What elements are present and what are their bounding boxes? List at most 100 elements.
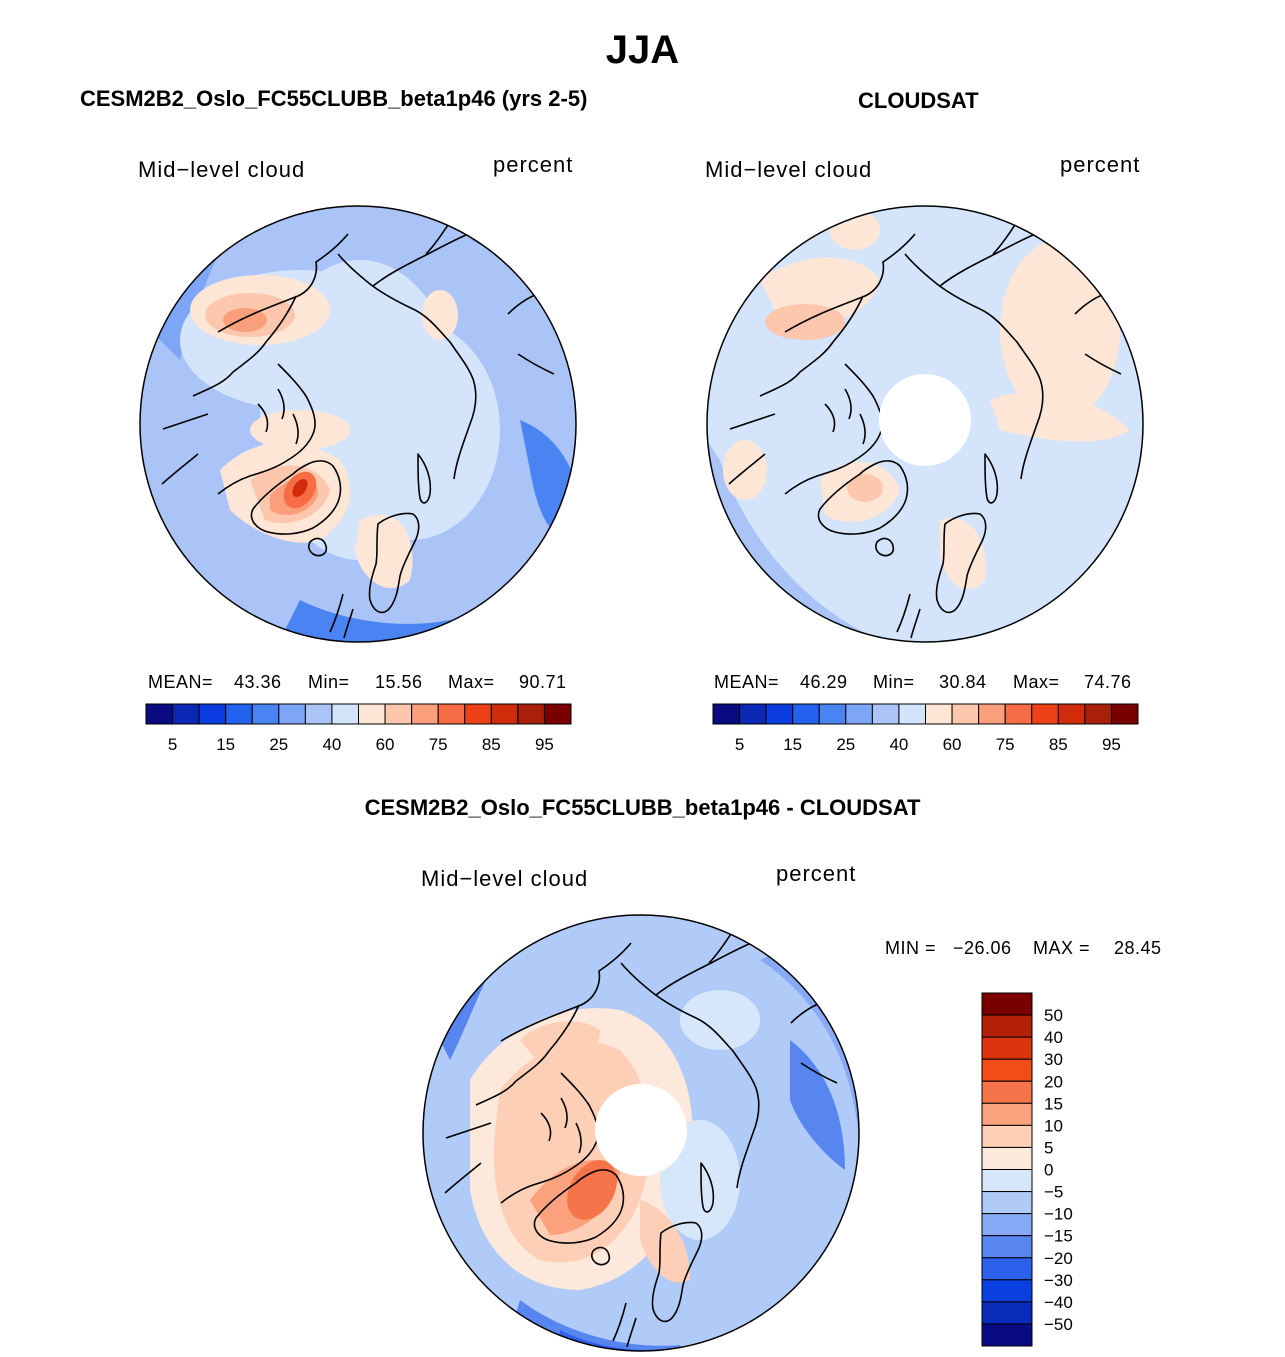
diff-colorbar-tick-label: −5 (1044, 1183, 1063, 1202)
model-mean-label: MEAN= (148, 672, 214, 692)
diff-colorbar-swatch (981, 1036, 1033, 1060)
obs-colorbar-tick-label: 95 (1102, 735, 1121, 754)
obs-colorbar: 5 15 25 40 60 75 85 95 (712, 703, 1139, 754)
model-colorbar: 5 15 25 40 60 75 85 95 (145, 703, 572, 754)
diff-colorbar-swatch (981, 1080, 1033, 1104)
obs-colorbar-swatch (1031, 703, 1059, 725)
obs-colorbar-swatch (871, 703, 900, 725)
obs-colorbar-tick-label: 85 (1049, 735, 1068, 754)
diff-colorbar-swatch (981, 1257, 1033, 1281)
model-colorbar-swatch (464, 703, 492, 725)
obs-colorbar-swatch (765, 703, 794, 725)
obs-colorbar-tick-label: 15 (783, 735, 802, 754)
model-colorbar-swatch (145, 703, 174, 725)
diff-colorbar-swatch (981, 1323, 1033, 1347)
obs-colorbar-tick-label: 60 (943, 735, 962, 754)
diff-min-label: MIN = (885, 938, 937, 958)
obs-colorbar-tick-label: 40 (889, 735, 908, 754)
model-max-value: 90.71 (519, 672, 567, 692)
model-colorbar-swatch (304, 703, 333, 725)
diff-colorbar-tick-label: 15 (1044, 1094, 1063, 1113)
obs-colorbar-tick-label: 75 (996, 735, 1015, 754)
model-colorbar-swatch (517, 703, 545, 725)
diff-min-value: −26.06 (953, 938, 1012, 958)
obs-colorbar-swatch (712, 703, 741, 725)
obs-colorbar-tick-label: 5 (735, 735, 744, 754)
diff-colorbar-swatch (981, 1058, 1033, 1082)
obs-units-label: percent (1060, 152, 1141, 177)
model-colorbar-swatch (490, 703, 519, 725)
model-colorbar-swatch (198, 703, 227, 725)
model-colorbar-swatch (358, 703, 386, 725)
model-colorbar-tick-label: 85 (482, 735, 501, 754)
diff-colorbar-tick-label: −20 (1044, 1249, 1073, 1268)
model-colorbar-swatch (225, 703, 253, 725)
model-units-label: percent (493, 152, 574, 177)
model-panel-heading: CESM2B2_Oslo_FC55CLUBB_beta1p46 (yrs 2-5… (80, 86, 588, 111)
figure-title: JJA (605, 28, 680, 72)
obs-colorbar-swatch (792, 703, 820, 725)
model-colorbar-tick-label: 25 (269, 735, 288, 754)
obs-colorbar-swatch (1057, 703, 1086, 725)
diff-colorbar-tick-label: −40 (1044, 1293, 1073, 1312)
diff-max-value: 28.45 (1114, 938, 1162, 958)
obs-mean-value: 46.29 (800, 672, 848, 692)
diff-colorbar-swatch (981, 1235, 1033, 1259)
diff-colorbar-swatch (981, 992, 1033, 1016)
model-colorbar-swatch (543, 703, 572, 725)
diff-colorbar-tick-label: 40 (1044, 1028, 1063, 1047)
diff-colorbar-tick-label: −15 (1044, 1227, 1073, 1246)
diff-colorbar-swatch (981, 1213, 1033, 1237)
model-colorbar-swatch (278, 703, 306, 725)
diff-colorbar-tick-label: 5 (1044, 1138, 1053, 1157)
diff-colorbar-tick-label: −10 (1044, 1205, 1073, 1224)
obs-min-value: 30.84 (939, 672, 987, 692)
diff-panel-heading: CESM2B2_Oslo_FC55CLUBB_beta1p46 - CLOUDS… (364, 795, 921, 820)
obs-panel-heading: CLOUDSAT (858, 88, 979, 113)
diff-colorbar-tick-label: 50 (1044, 1006, 1063, 1025)
model-colorbar-tick-label: 15 (216, 735, 235, 754)
model-mean-value: 43.36 (234, 672, 282, 692)
diff-map (422, 914, 860, 1352)
obs-colorbar-swatch (1004, 703, 1033, 725)
diff-colorbar-swatch (981, 1124, 1033, 1148)
obs-min-label: Min= (873, 672, 915, 692)
obs-variable-label: Mid−level cloud (705, 157, 873, 182)
diff-colorbar-tick-label: 30 (1044, 1050, 1063, 1069)
model-colorbar-tick-label: 60 (376, 735, 395, 754)
obs-colorbar-swatch (898, 703, 926, 725)
diff-colorbar-tick-label: −30 (1044, 1271, 1073, 1290)
diff-colorbar-tick-label: 0 (1044, 1161, 1053, 1180)
obs-max-label: Max= (1013, 672, 1060, 692)
diff-variable-label: Mid−level cloud (421, 866, 589, 891)
model-colorbar-swatch (384, 703, 413, 725)
model-colorbar-swatch (251, 703, 280, 725)
obs-colorbar-swatch (1084, 703, 1112, 725)
model-map (139, 205, 577, 643)
diff-colorbar-tick-label: −50 (1044, 1315, 1073, 1334)
diff-colorbar-swatch (981, 1102, 1033, 1126)
model-colorbar-swatch (437, 703, 466, 725)
obs-colorbar-swatch (951, 703, 980, 725)
diff-colorbar-swatch (981, 1279, 1033, 1303)
diff-colorbar-swatch (981, 1191, 1033, 1215)
model-colorbar-swatch (172, 703, 200, 725)
diff-colorbar-swatch (981, 1014, 1033, 1038)
diff-colorbar-tick-label: 10 (1044, 1116, 1063, 1135)
model-colorbar-tick-label: 75 (429, 735, 448, 754)
obs-colorbar-swatch (925, 703, 953, 725)
model-colorbar-swatch (411, 703, 439, 725)
diff-colorbar-swatch (981, 1169, 1033, 1193)
model-colorbar-swatch (331, 703, 359, 725)
model-colorbar-tick-label: 5 (168, 735, 177, 754)
obs-colorbar-swatch (845, 703, 873, 725)
obs-mean-label: MEAN= (714, 672, 780, 692)
model-min-value: 15.56 (375, 672, 423, 692)
model-min-label: Min= (308, 672, 350, 692)
obs-max-value: 74.76 (1084, 672, 1132, 692)
obs-colorbar-swatch (739, 703, 767, 725)
diff-colorbar-swatch (981, 1146, 1033, 1170)
